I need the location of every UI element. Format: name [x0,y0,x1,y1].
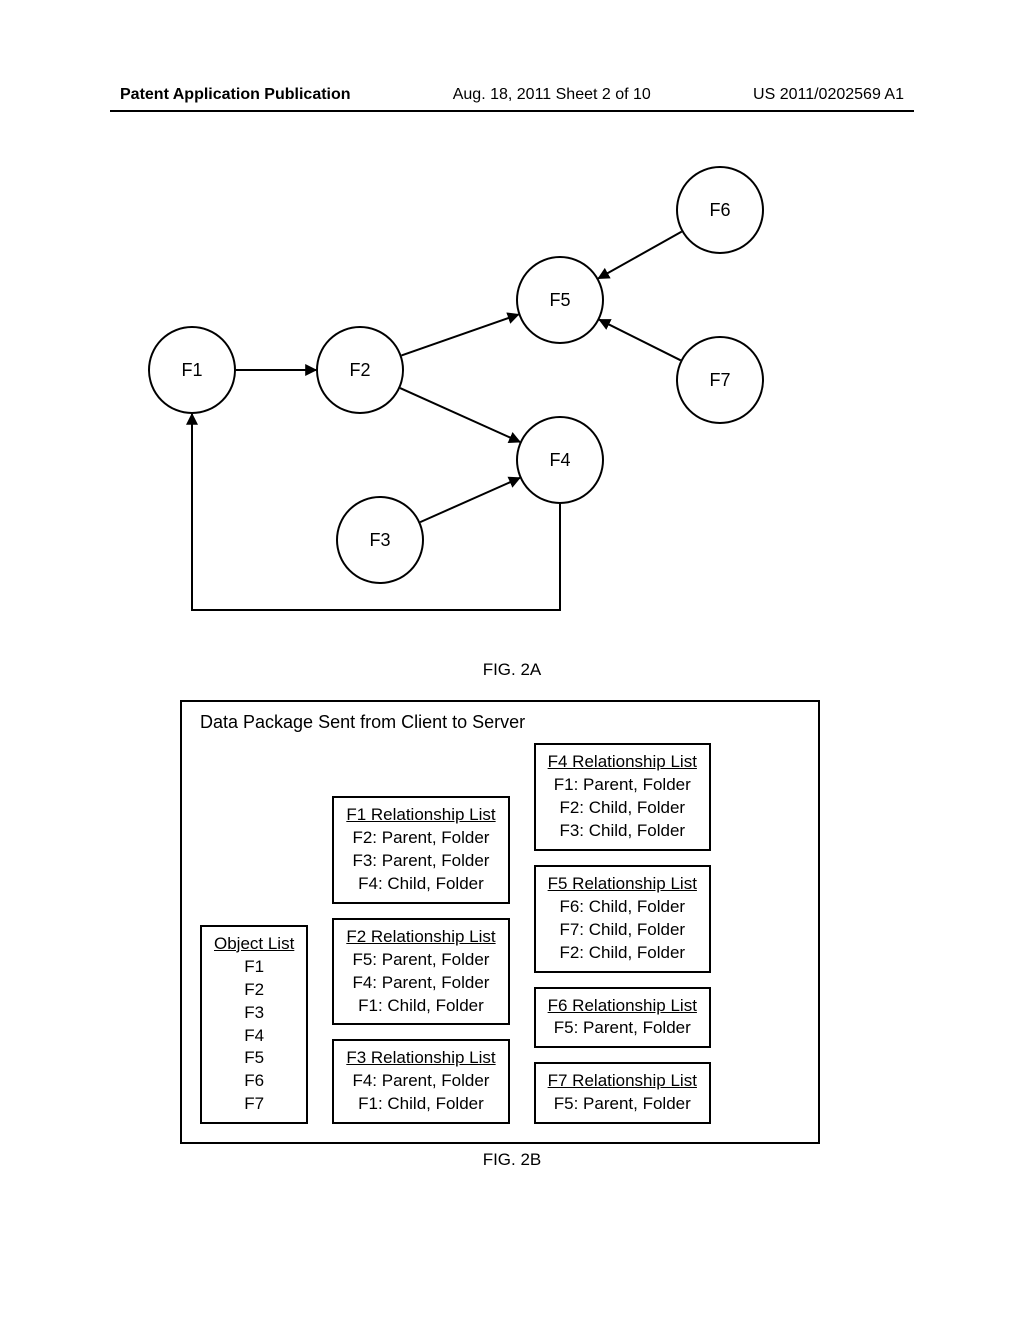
rel-list-col2-2-item: F1: Child, Folder [346,1093,495,1116]
rel-list-col2-0-item: F4: Child, Folder [346,873,495,896]
rel-list-col3-1-item: F6: Child, Folder [548,896,697,919]
object-list-item: F7 [214,1093,294,1116]
column-object-list: Object ListF1F2F3F4F5F6F7 [200,925,308,1125]
node-F6: F6 [676,166,764,254]
rel-list-col2-1-item: F1: Child, Folder [346,995,495,1018]
rel-list-col3-0-heading: F4 Relationship List [548,751,697,774]
object-list-item: F2 [214,979,294,1002]
header-rule [110,110,914,112]
object-list-item: F3 [214,1002,294,1025]
rel-list-col2-1-heading: F2 Relationship List [346,926,495,949]
rel-list-col2-0: F1 Relationship ListF2: Parent, FolderF3… [332,796,509,904]
rel-list-col2-1: F2 Relationship ListF5: Parent, FolderF4… [332,918,509,1026]
rel-list-col2-2-heading: F3 Relationship List [346,1047,495,1070]
page-header: Patent Application Publication Aug. 18, … [0,86,1024,104]
node-F1: F1 [148,326,236,414]
rel-list-col3-2-item: F5: Parent, Folder [548,1017,697,1040]
edge-F2-F5 [402,315,519,356]
figure-2a-label: FIG. 2A [0,660,1024,680]
object-list-heading: Object List [214,933,294,956]
edge-F3-F4 [420,478,520,522]
rel-list-col3-3-item: F5: Parent, Folder [548,1093,697,1116]
node-F5: F5 [516,256,604,344]
page-root: Patent Application Publication Aug. 18, … [0,0,1024,1320]
object-list-item: F5 [214,1047,294,1070]
rel-list-col2-0-heading: F1 Relationship List [346,804,495,827]
rel-list-col3-0: F4 Relationship ListF1: Parent, FolderF2… [534,743,711,851]
rel-list-col3-0-item: F1: Parent, Folder [548,774,697,797]
rel-list-col2-0-item: F2: Parent, Folder [346,827,495,850]
header-mid: Aug. 18, 2011 Sheet 2 of 10 [453,86,651,104]
node-label: F4 [549,450,570,471]
object-list-item: F6 [214,1070,294,1093]
node-F3: F3 [336,496,424,584]
lists-row: Object ListF1F2F3F4F5F6F7 F1 Relationshi… [200,743,800,1124]
header-right: US 2011/0202569 A1 [753,86,904,104]
object-list-item: F4 [214,1025,294,1048]
rel-list-col3-0-item: F3: Child, Folder [548,820,697,843]
rel-list-col2-1-item: F4: Parent, Folder [346,972,495,995]
edge-F6-F5 [598,232,681,279]
rel-list-col2-1-item: F5: Parent, Folder [346,949,495,972]
rel-list-col3-1: F5 Relationship ListF6: Child, FolderF7:… [534,865,711,973]
node-F7: F7 [676,336,764,424]
node-label: F2 [349,360,370,381]
header-left: Patent Application Publication [120,86,351,104]
rel-list-col3-1-heading: F5 Relationship List [548,873,697,896]
data-package-title: Data Package Sent from Client to Server [200,712,800,733]
column-rel-4-7: F4 Relationship ListF1: Parent, FolderF2… [534,743,711,1124]
data-package-box: Data Package Sent from Client to Server … [180,700,820,1144]
node-label: F5 [549,290,570,311]
rel-list-col2-0-item: F3: Parent, Folder [346,850,495,873]
node-F2: F2 [316,326,404,414]
object-list: Object ListF1F2F3F4F5F6F7 [200,925,308,1125]
node-label: F7 [709,370,730,391]
rel-list-col3-3-heading: F7 Relationship List [548,1070,697,1093]
node-label: F3 [369,530,390,551]
relationship-graph: F1 F2 F3 F4 F5 F6 F7 [120,170,840,630]
rel-list-col3-1-item: F7: Child, Folder [548,919,697,942]
rel-list-col3-1-item: F2: Child, Folder [548,942,697,965]
object-list-item: F1 [214,956,294,979]
rel-list-col3-0-item: F2: Child, Folder [548,797,697,820]
node-F4: F4 [516,416,604,504]
rel-list-col2-2: F3 Relationship ListF4: Parent, FolderF1… [332,1039,509,1124]
figure-2b-label: FIG. 2B [0,1150,1024,1170]
edge-F7-F5 [599,320,680,361]
rel-list-col2-2-item: F4: Parent, Folder [346,1070,495,1093]
rel-list-col3-3: F7 Relationship ListF5: Parent, Folder [534,1062,711,1124]
node-label: F1 [181,360,202,381]
rel-list-col3-2: F6 Relationship ListF5: Parent, Folder [534,987,711,1049]
rel-list-col3-2-heading: F6 Relationship List [548,995,697,1018]
node-label: F6 [709,200,730,221]
edge-F2-F4 [400,388,520,442]
column-rel-1-3: F1 Relationship ListF2: Parent, FolderF3… [332,796,509,1124]
